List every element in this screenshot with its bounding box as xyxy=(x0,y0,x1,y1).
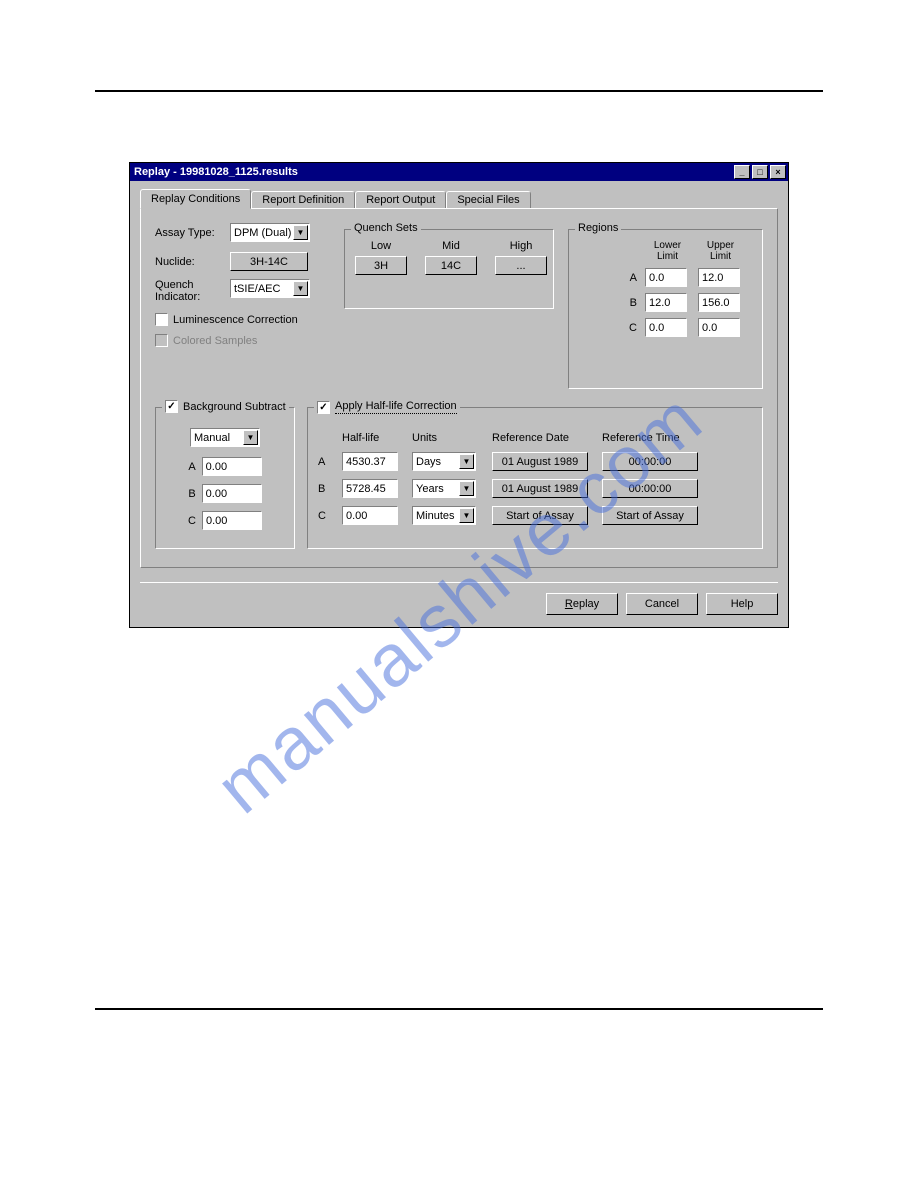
luminescence-checkbox[interactable]: Luminescence Correction xyxy=(155,313,298,326)
halflife-header: Half-life xyxy=(342,432,402,444)
hl-c-label: C xyxy=(318,510,332,522)
tab-replay-conditions[interactable]: Replay Conditions xyxy=(140,189,251,209)
checkbox-icon: ✓ xyxy=(317,401,330,414)
hl-a-time[interactable]: 00:00:00 xyxy=(602,452,698,471)
bg-a-label: A xyxy=(188,461,195,473)
maximize-icon[interactable]: □ xyxy=(752,165,768,179)
quench-sets-legend: Quench Sets xyxy=(351,222,421,234)
chevron-down-icon: ▼ xyxy=(293,281,308,296)
hl-b-units[interactable]: Years▼ xyxy=(412,479,476,498)
hl-a-units[interactable]: Days▼ xyxy=(412,452,476,471)
hl-c-time[interactable]: Start of Assay xyxy=(602,506,698,525)
region-a-upper[interactable]: 12.0 xyxy=(698,268,740,287)
halflife-group: ✓ Apply Half-life Correction Half-life U… xyxy=(307,407,763,549)
title-bar[interactable]: Replay - 19981028_1125.results _ □ × xyxy=(130,163,788,181)
units-header: Units xyxy=(412,432,482,444)
tab-panel: Assay Type: DPM (Dual) ▼ Nuclide: 3H-14C… xyxy=(140,208,778,568)
region-b-upper[interactable]: 156.0 xyxy=(698,293,740,312)
chevron-down-icon: ▼ xyxy=(459,508,474,523)
hl-a-value[interactable]: 4530.37 xyxy=(342,452,398,471)
help-button[interactable]: Help xyxy=(706,593,778,615)
chevron-down-icon: ▼ xyxy=(459,454,474,469)
hl-a-label: A xyxy=(318,456,332,468)
quench-low-label: Low xyxy=(355,240,407,252)
cancel-button[interactable]: Cancel xyxy=(626,593,698,615)
hl-c-units[interactable]: Minutes▼ xyxy=(412,506,476,525)
upper-limit-header: Upper Limit xyxy=(698,240,743,262)
region-c-upper[interactable]: 0.0 xyxy=(698,318,740,337)
hl-c-value[interactable]: 0.00 xyxy=(342,506,398,525)
background-subtract-group: ✓ Background Subtract Manual ▼ A xyxy=(155,407,295,549)
regions-group: Regions Lower Limit Upper Limit A 0.0 12… xyxy=(568,229,763,389)
reftime-header: Reference Time xyxy=(602,432,702,444)
hl-b-value[interactable]: 5728.45 xyxy=(342,479,398,498)
quench-sets-group: Quench Sets Low 3H Mid 14C xyxy=(344,229,554,309)
regions-legend: Regions xyxy=(575,222,621,234)
quench-high-button[interactable]: ... xyxy=(495,256,547,275)
region-b-lower[interactable]: 12.0 xyxy=(645,293,687,312)
refdate-header: Reference Date xyxy=(492,432,592,444)
nuclide-button[interactable]: 3H-14C xyxy=(230,252,308,271)
region-b-label: B xyxy=(619,297,637,309)
hl-a-date[interactable]: 01 August 1989 xyxy=(492,452,588,471)
quench-mid-button[interactable]: 14C xyxy=(425,256,477,275)
quench-high-label: High xyxy=(495,240,547,252)
hl-b-time[interactable]: 00:00:00 xyxy=(602,479,698,498)
region-c-lower[interactable]: 0.0 xyxy=(645,318,687,337)
bg-c-input[interactable]: 0.00 xyxy=(202,511,262,530)
checkbox-icon xyxy=(155,334,168,347)
bg-b-input[interactable]: 0.00 xyxy=(202,484,262,503)
halflife-checkbox[interactable]: ✓ Apply Half-life Correction xyxy=(317,400,457,414)
window-title: Replay - 19981028_1125.results xyxy=(132,166,732,178)
assay-type-label: Assay Type: xyxy=(155,227,230,239)
nuclide-label: Nuclide: xyxy=(155,256,230,268)
replay-window: Replay - 19981028_1125.results _ □ × Rep… xyxy=(129,162,789,628)
bg-a-input[interactable]: 0.00 xyxy=(202,457,262,476)
tab-strip: Replay Conditions Report Definition Repo… xyxy=(140,189,778,209)
region-a-lower[interactable]: 0.0 xyxy=(645,268,687,287)
chevron-down-icon: ▼ xyxy=(459,481,474,496)
region-a-label: A xyxy=(619,272,637,284)
chevron-down-icon: ▼ xyxy=(243,430,258,445)
bg-c-label: C xyxy=(188,515,196,527)
hl-b-label: B xyxy=(318,483,332,495)
lower-limit-header: Lower Limit xyxy=(645,240,690,262)
checkbox-icon: ✓ xyxy=(165,400,178,413)
quench-indicator-label: Quench Indicator: xyxy=(155,279,230,303)
dialog-button-row: Replay Cancel Help xyxy=(140,582,778,615)
colored-samples-checkbox: Colored Samples xyxy=(155,334,257,347)
hl-c-date[interactable]: Start of Assay xyxy=(492,506,588,525)
background-subtract-checkbox[interactable]: ✓ Background Subtract xyxy=(165,400,286,413)
minimize-icon[interactable]: _ xyxy=(734,165,750,179)
quench-mid-label: Mid xyxy=(425,240,477,252)
quench-low-button[interactable]: 3H xyxy=(355,256,407,275)
quench-indicator-combo[interactable]: tSIE/AEC ▼ xyxy=(230,279,310,298)
top-divider xyxy=(95,90,823,92)
hl-b-date[interactable]: 01 August 1989 xyxy=(492,479,588,498)
bg-b-label: B xyxy=(188,488,195,500)
bottom-divider xyxy=(95,1008,823,1010)
replay-button[interactable]: Replay xyxy=(546,593,618,615)
region-c-label: C xyxy=(619,322,637,334)
close-icon[interactable]: × xyxy=(770,165,786,179)
checkbox-icon xyxy=(155,313,168,326)
chevron-down-icon: ▼ xyxy=(293,225,308,240)
assay-type-combo[interactable]: DPM (Dual) ▼ xyxy=(230,223,310,242)
background-mode-combo[interactable]: Manual ▼ xyxy=(190,428,260,447)
